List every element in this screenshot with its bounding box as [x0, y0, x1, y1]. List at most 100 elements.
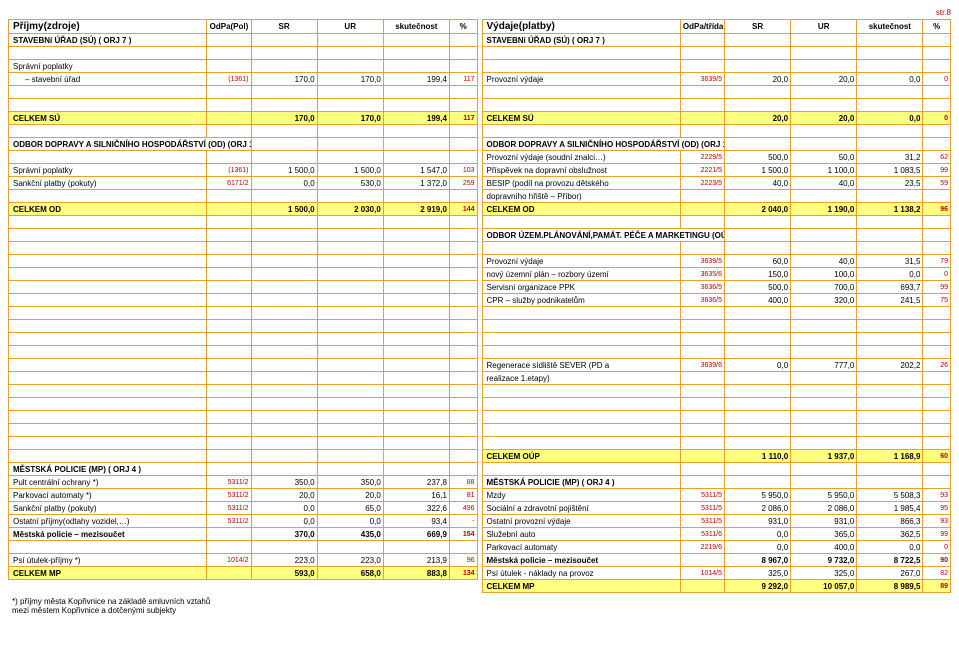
cell-value: 9 292,0	[725, 580, 791, 593]
cell-value: 2 086,0	[725, 502, 791, 515]
cell-blank	[725, 86, 791, 99]
cell-code: 1014/2	[207, 554, 251, 567]
cell-label: Psí útulek-příjmy *)	[9, 554, 207, 567]
cell-blank	[207, 281, 251, 294]
cell-code	[680, 34, 724, 47]
cell-blank	[482, 216, 680, 229]
cell-value: 8 967,0	[725, 554, 791, 567]
cell-blank	[449, 411, 477, 424]
cell-blank	[857, 437, 923, 450]
cell-blank	[383, 398, 449, 411]
cell-label: Regenerace sídliště SEVER (PD a	[482, 359, 680, 372]
cell-blank	[383, 268, 449, 281]
col-header: %	[923, 20, 951, 34]
cell-label: Psí útulek - náklady na provoz	[482, 567, 680, 580]
cell-blank	[449, 398, 477, 411]
cell-value	[383, 34, 449, 47]
cell-blank	[857, 125, 923, 138]
cell-value: 170,0	[317, 112, 383, 125]
cell-blank	[791, 398, 857, 411]
cell-blank	[791, 320, 857, 333]
cell-blank	[9, 268, 207, 281]
cell-blank	[791, 346, 857, 359]
cell-blank	[251, 281, 317, 294]
col-header: OdPa(Pol)	[207, 20, 251, 34]
cell-blank	[207, 47, 251, 60]
cell-blank	[680, 242, 724, 255]
cell-value: 1 100,0	[791, 164, 857, 177]
cell-blank	[725, 125, 791, 138]
cell-blank	[791, 216, 857, 229]
cell-blank	[449, 307, 477, 320]
cell-value: 365,0	[791, 528, 857, 541]
cell-blank	[680, 463, 724, 476]
cell-value	[317, 463, 383, 476]
cell-blank	[9, 47, 207, 60]
cell-value: 350,0	[251, 476, 317, 489]
cell-blank	[791, 463, 857, 476]
cell-blank	[9, 541, 207, 554]
cell-blank	[207, 359, 251, 372]
cell-value	[383, 60, 449, 73]
cell-value: 2 086,0	[791, 502, 857, 515]
cell-value: 325,0	[725, 567, 791, 580]
cell-label: CELKEM MP	[482, 580, 680, 593]
cell-blank	[9, 125, 207, 138]
cell-blank	[9, 294, 207, 307]
cell-value	[725, 476, 791, 489]
cell-label: Městská policie – mezisoučet	[482, 554, 680, 567]
col-header: skutečnost	[383, 20, 449, 34]
cell-value: 2 030,0	[317, 203, 383, 216]
cell-blank	[857, 242, 923, 255]
cell-blank	[791, 307, 857, 320]
cell-value: 325,0	[791, 567, 857, 580]
cell-blank	[317, 398, 383, 411]
table-row: Správní poplatky(1361)1 500,01 500,01 54…	[9, 164, 478, 177]
cell-blank	[207, 398, 251, 411]
table-row	[9, 385, 478, 398]
cell-value: 170,0	[251, 73, 317, 86]
cell-value: 20,0	[725, 73, 791, 86]
cell-value: 267,0	[857, 567, 923, 580]
cell-blank	[383, 216, 449, 229]
cell-blank	[923, 320, 951, 333]
cell-pct	[923, 372, 951, 385]
cell-pct: 117	[449, 112, 477, 125]
cell-label: Sociální a zdravotní pojištění	[482, 502, 680, 515]
table-row: Provozní výdaje3639/520,020,00,00	[482, 73, 951, 86]
cell-blank	[449, 229, 477, 242]
right-table: Výdaje(platby)OdPa/třídaSRURskutečnost%S…	[482, 19, 952, 593]
table-row: CELKEM SÚ20,020,00,00	[482, 112, 951, 125]
cell-pct	[449, 34, 477, 47]
cell-blank	[449, 333, 477, 346]
cell-blank	[449, 281, 477, 294]
cell-blank	[251, 320, 317, 333]
cell-blank	[251, 99, 317, 112]
cell-blank	[482, 385, 680, 398]
cell-value	[251, 60, 317, 73]
cell-blank	[317, 385, 383, 398]
cell-value: 10 057,0	[791, 580, 857, 593]
cell-code	[680, 554, 724, 567]
cell-value: 1 500,0	[251, 203, 317, 216]
cell-code: (1361)	[207, 73, 251, 86]
cell-value: 931,0	[725, 515, 791, 528]
cell-blank	[923, 333, 951, 346]
table-row	[482, 60, 951, 73]
cell-code: 5311/2	[207, 489, 251, 502]
table-row: CELKEM OÚP1 110,01 937,01 168,960	[482, 450, 951, 463]
cell-value: 362,5	[857, 528, 923, 541]
cell-blank	[482, 333, 680, 346]
cell-pct: 99	[923, 164, 951, 177]
cell-label: ODBOR DOPRAVY A SILNIČNÍHO HOSPODÁŘSTVÍ …	[9, 138, 252, 151]
cell-code: 5311/2	[207, 515, 251, 528]
cell-label: Ostatní provozní výdaje	[482, 515, 680, 528]
cell-blank	[857, 216, 923, 229]
col-header: Příjmy(zdroje)	[9, 20, 207, 34]
cell-blank	[383, 125, 449, 138]
cell-blank	[923, 437, 951, 450]
cell-blank	[317, 333, 383, 346]
cell-value	[251, 463, 317, 476]
cell-pct: 96	[923, 203, 951, 216]
cell-blank	[251, 151, 317, 164]
